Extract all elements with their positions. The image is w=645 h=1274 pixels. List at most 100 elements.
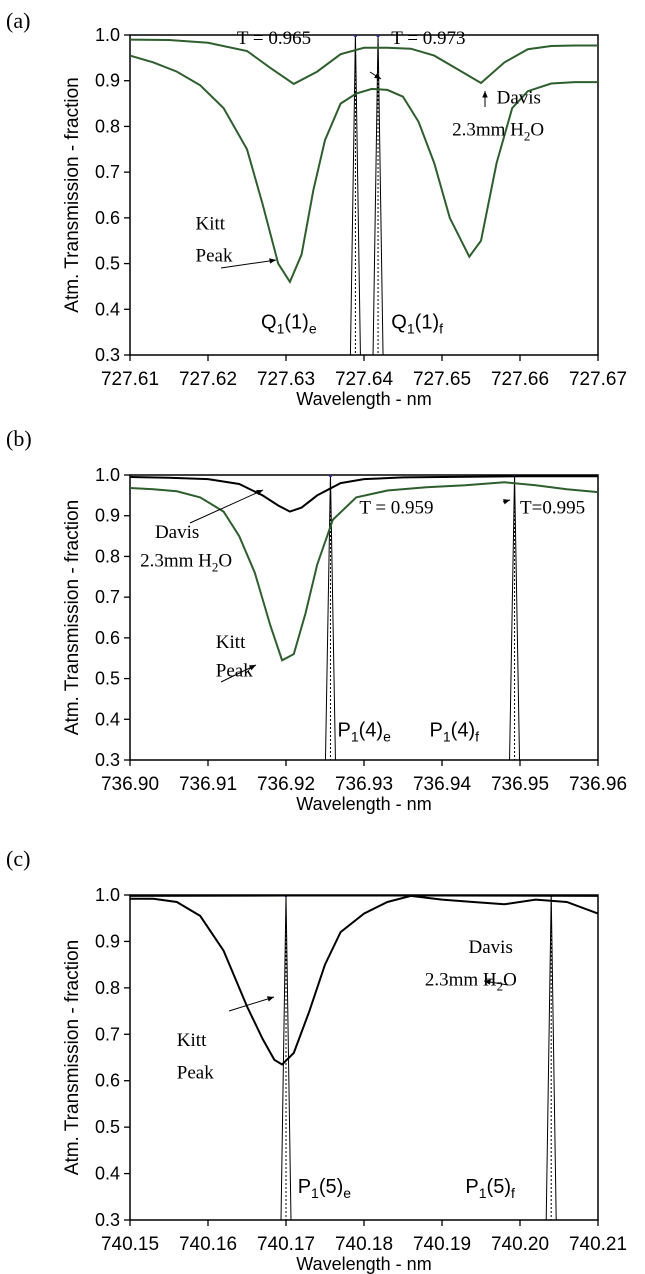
annotation-label: 2.3mm H2O [140, 551, 232, 575]
x-tick-label: 727.61 [101, 369, 159, 390]
x-tick-label: 740.16 [179, 1234, 237, 1255]
pointer-arrow [369, 71, 382, 80]
annotation-label: Peak [177, 1062, 214, 1083]
annotation-part: O [530, 120, 544, 141]
y-tick-label: 1.0 [95, 25, 120, 45]
label-part: (5) [319, 1176, 343, 1198]
line-marker [509, 475, 521, 760]
annotation-label: Davis [155, 522, 199, 543]
x-tick-label: 740.18 [335, 1234, 393, 1255]
y-axis-title: Atm. Transmission - fraction [62, 500, 83, 735]
pointer-arrow [482, 91, 488, 107]
pointer-arrow [220, 664, 257, 683]
series-line [130, 38, 598, 86]
line-peak-point [353, 35, 358, 37]
chart-panel: (a) 0.3 0.4 0.5 0.6 0.7 0.8 0.9 1.0 727.61 727.62 7… [6, 8, 627, 409]
x-tick-label: 727.65 [413, 369, 471, 390]
y-tick-label: 1.0 [95, 885, 120, 905]
annotation-part: 2.3mm H [140, 551, 212, 572]
annotation-label: T = 0.959 [359, 498, 433, 519]
y-tick-label: 0.7 [95, 162, 120, 182]
line-label: P1(4)e [337, 719, 391, 744]
annotation-label: 2.3mm H2O [452, 120, 544, 144]
annotation-label: Kitt [216, 632, 246, 653]
x-tick-label: 740.19 [413, 1234, 471, 1255]
series-line [130, 895, 598, 1066]
label-subscript: e [383, 728, 391, 744]
label-part: (4) [451, 719, 475, 741]
annotation-subscript: 2 [497, 979, 504, 994]
y-tick-label: 0.5 [95, 254, 120, 274]
label-subscript: f [475, 728, 479, 744]
y-tick-label: 0.8 [95, 978, 120, 998]
label-part: (5) [487, 1176, 511, 1198]
annotation-label: Kitt [177, 1030, 207, 1051]
annotation-part: O [503, 970, 517, 991]
panel-label: (c) [6, 846, 30, 871]
label-subscript: 1 [311, 1185, 319, 1201]
label-part: P [298, 1176, 311, 1198]
x-tick-label: 727.62 [179, 369, 237, 390]
line-label: P1(5)f [465, 1176, 515, 1201]
x-tick-label: 740.15 [101, 1234, 159, 1255]
y-tick-label: 0.9 [95, 931, 120, 951]
annotation-label: Peak [216, 661, 253, 682]
x-tick-label: 736.92 [257, 774, 315, 795]
label-part: P [430, 719, 443, 741]
y-tick-label: 0.6 [95, 208, 120, 228]
panel-label: (b) [6, 426, 32, 451]
y-tick-label: 0.3 [95, 1210, 120, 1230]
series-line [130, 475, 598, 513]
annotation-part: 2.3mm H [452, 120, 524, 141]
annotation-label: Davis [469, 937, 513, 958]
annotation-part: O [218, 551, 232, 572]
y-tick-label: 0.5 [95, 669, 120, 689]
line-label: P1(4)f [430, 719, 480, 744]
y-tick-label: 0.3 [95, 345, 120, 365]
pointer-arrow [228, 996, 275, 1012]
label-part: P [337, 719, 350, 741]
x-axis-title: Wavelength - nm [296, 1254, 431, 1274]
pointer-arrow [483, 979, 509, 986]
label-subscript: f [439, 320, 443, 336]
y-tick-label: 0.4 [95, 1164, 120, 1184]
y-tick-label: 0.7 [95, 587, 120, 607]
line-marker [372, 35, 384, 355]
x-tick-label: 727.63 [257, 369, 315, 390]
label-part: P [465, 1176, 478, 1198]
label-subscript: 1 [443, 728, 451, 744]
y-tick-label: 0.7 [95, 1024, 120, 1044]
line-peak-point [328, 475, 333, 477]
chart-panel: (b) 0.3 0.4 0.5 0.6 0.7 0.8 0.9 1.0 736.90 736.91 7… [6, 426, 627, 814]
y-axis-title: Atm. Transmission - fraction [62, 940, 83, 1175]
x-tick-label: 727.66 [491, 369, 549, 390]
pointer-arrow [502, 499, 511, 505]
plot-area [130, 35, 598, 355]
y-tick-label: 0.8 [95, 116, 120, 136]
x-tick-label: 736.93 [335, 774, 393, 795]
label-subscript: 1 [407, 320, 415, 336]
line-label: P1(5)e [298, 1176, 352, 1201]
annotation-label: T=0.995 [520, 498, 585, 519]
plot-frame [129, 894, 599, 1221]
line-marker [545, 895, 557, 1220]
plot-frame [129, 474, 599, 761]
panel-label: (a) [6, 8, 30, 33]
line-label: Q1(1)e [261, 311, 317, 336]
label-part: (1) [284, 311, 308, 333]
series-line [130, 54, 598, 285]
annotation-label: 2.3mm H2O [425, 970, 517, 994]
y-tick-label: 0.6 [95, 1071, 120, 1091]
annotation-label: T = 0.965 [237, 28, 311, 49]
x-tick-label: 736.95 [491, 774, 549, 795]
series-line [130, 481, 598, 662]
chart-panel: (c) 0.3 0.4 0.5 0.6 0.7 0.8 0.9 1.0 740.15 740.16 7… [6, 846, 627, 1274]
label-part: Q [261, 311, 277, 333]
x-axis-title: Wavelength - nm [296, 794, 431, 814]
line-marker [280, 895, 292, 1220]
x-tick-label: 736.91 [179, 774, 237, 795]
x-tick-label: 740.20 [491, 1234, 549, 1255]
x-tick-label: 740.17 [257, 1234, 315, 1255]
label-subscript: 1 [479, 1185, 487, 1201]
